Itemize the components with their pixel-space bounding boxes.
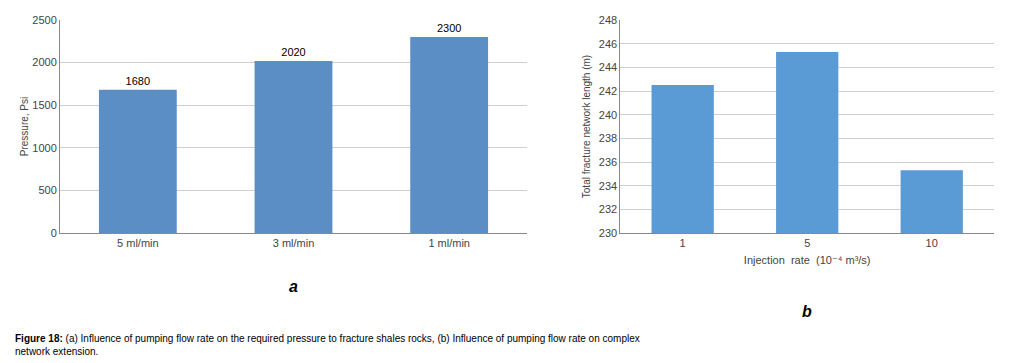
svg-text:238: 238 — [599, 132, 617, 144]
svg-text:10: 10 — [926, 237, 938, 249]
svg-text:236: 236 — [599, 156, 617, 168]
svg-text:Injection rate (10⁻⁴ m³/s): Injection rate (10⁻⁴ m³/s) — [744, 254, 871, 266]
svg-text:5: 5 — [804, 237, 810, 249]
svg-text:242: 242 — [599, 85, 617, 97]
svg-text:3 ml/min: 3 ml/min — [273, 237, 315, 249]
svg-text:0: 0 — [51, 227, 57, 239]
svg-text:246: 246 — [599, 38, 617, 50]
svg-text:232: 232 — [599, 203, 617, 215]
svg-text:500: 500 — [38, 184, 56, 196]
svg-text:240: 240 — [599, 109, 617, 121]
svg-text:1: 1 — [680, 237, 686, 249]
svg-text:2020: 2020 — [281, 46, 305, 58]
svg-text:Figure 18: (a) Influence of pu: Figure 18: (a) Influence of pumping flow… — [15, 333, 640, 357]
svg-text:1 ml/min: 1 ml/min — [428, 237, 470, 249]
svg-text:1680: 1680 — [126, 75, 150, 87]
svg-text:2300: 2300 — [437, 22, 461, 34]
svg-text:1000: 1000 — [32, 142, 56, 154]
svg-text:244: 244 — [599, 61, 617, 73]
svg-text:Total fracture network length: Total fracture network length (m) — [581, 55, 592, 198]
svg-text:5 ml/min: 5 ml/min — [117, 237, 159, 249]
svg-text:234: 234 — [599, 180, 617, 192]
svg-text:Pressure, Psi: Pressure, Psi — [19, 97, 30, 156]
svg-text:b: b — [802, 303, 812, 320]
svg-text:230: 230 — [599, 227, 617, 239]
svg-text:a: a — [289, 278, 298, 295]
svg-text:2500: 2500 — [32, 14, 56, 26]
svg-text:2000: 2000 — [32, 56, 56, 68]
svg-text:1500: 1500 — [32, 99, 56, 111]
svg-text:248: 248 — [599, 14, 617, 26]
